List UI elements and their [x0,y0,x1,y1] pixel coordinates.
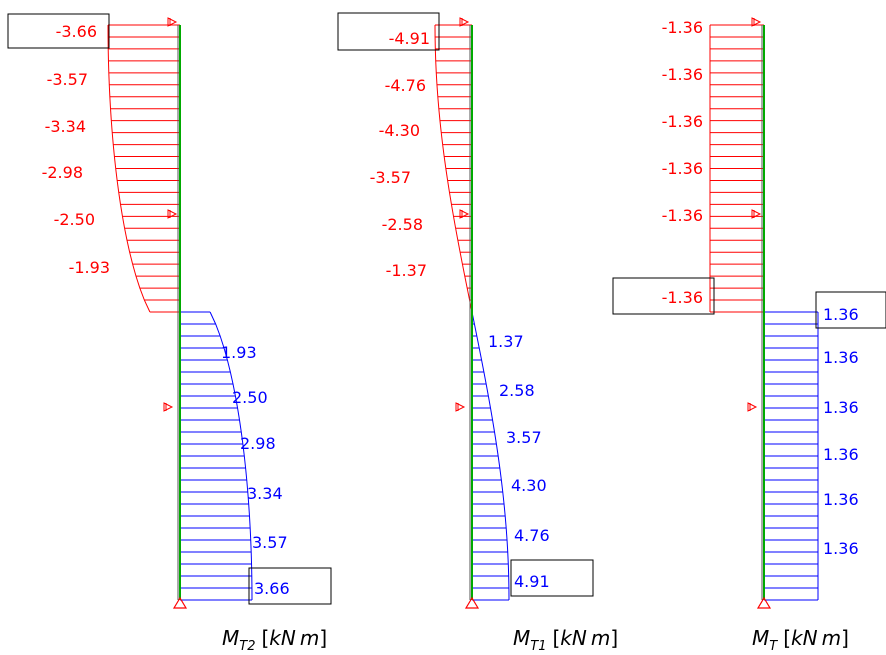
positive-value-label: 1.36 [823,305,859,324]
caption-unit-close: ] [319,626,327,650]
value-labels: -1.36 -1.36 -1.36 -1.36 -1.36 -1.36 1.36… [662,18,859,558]
negative-value-label: -1.37 [386,261,427,280]
positive-value-label: 2.58 [499,381,535,400]
positive-value-label: 1.37 [488,332,524,351]
positive-value-label: 2.50 [232,388,268,407]
negative-value-label: -3.57 [47,70,88,89]
diagram-caption: MT [kN m] [752,626,849,654]
negative-value-label: -1.36 [662,18,703,37]
caption-unit-m: m [591,626,610,650]
torque-marker-icon [747,402,758,412]
positive-value-label: 4.76 [514,526,550,545]
caption-subscript: T1 [530,639,546,654]
negative-value-label: -4.76 [385,76,426,95]
torque-marker-icon [459,209,470,219]
positive-value-label: 1.36 [823,398,859,417]
torque-marker-icon [459,17,470,27]
negative-value-label: -2.58 [382,215,423,234]
torque-marker-icon [167,17,178,27]
member-line [177,25,181,600]
diagram-caption: MT1 [kN m] [513,626,618,654]
positive-value-label: 1.93 [221,343,257,362]
negative-value-label: -3.66 [56,22,97,41]
positive-value-label: 4.91 [514,572,550,591]
caption-unit-close: ] [841,626,849,650]
positive-value-label: 2.98 [240,434,276,453]
caption-unit-close: ] [610,626,618,650]
positive-value-label: 3.66 [254,579,290,598]
negative-value-label: -1.36 [662,112,703,131]
negative-value-label: -4.91 [389,29,430,48]
max-negative-box [337,12,440,51]
support-icon [464,596,480,609]
value-labels: -4.91 -4.76 -4.30 -3.57 -2.58 -1.37 1.37… [370,29,550,591]
moment-outline-positive [209,311,253,601]
negative-value-label: -2.50 [54,210,95,229]
diagram-caption: MT2 [kN m] [222,626,327,654]
caption-unit-open: [ [261,626,269,650]
caption-unit-kn: kN [560,626,587,650]
caption-unit-kn: kN [269,626,296,650]
caption-symbol: M [222,626,239,650]
moment-hatching [107,24,253,601]
caption-symbol: M [513,626,530,650]
torque-marker-icon [163,402,174,412]
torque-marker-icon [167,209,178,219]
positive-value-label: 1.36 [823,490,859,509]
value-labels: -3.66 -3.57 -3.34 -2.98 -2.50 -1.93 1.93… [42,22,290,598]
negative-value-label: -1.36 [662,65,703,84]
support-icon [756,596,772,609]
member-line [761,25,765,600]
moment-outline-negative [434,24,473,313]
negative-value-label: -1.36 [662,206,703,225]
negative-value-label: -1.93 [69,258,110,277]
caption-unit-m: m [822,626,841,650]
negative-value-label: -3.34 [45,117,86,136]
extreme-value-boxes [612,277,886,329]
member-line [469,25,473,600]
moment-outline-positive [471,311,510,601]
caption-unit-kn: kN [791,626,818,650]
caption-unit-open: [ [783,626,791,650]
load-markers [455,17,480,609]
positive-value-label: 4.30 [511,476,547,495]
positive-value-label: 3.57 [506,428,542,447]
positive-value-label: 1.36 [823,445,859,464]
max-positive-box [815,291,886,329]
positive-value-label: 3.57 [252,533,288,552]
torque-marker-icon [455,402,466,412]
support-icon [172,596,188,609]
caption-unit-m: m [300,626,319,650]
caption-symbol: M [752,626,769,650]
extreme-value-boxes [7,13,332,605]
torque-marker-icon [751,17,762,27]
max-negative-box [612,277,715,315]
positive-value-label: 1.36 [823,539,859,558]
diagram-mt1: -4.91 -4.76 -4.30 -3.57 -2.58 -1.37 1.37… [337,12,618,654]
negative-value-label: -3.57 [370,168,411,187]
extreme-value-boxes [337,12,594,597]
positive-value-label: 1.36 [823,348,859,367]
negative-value-label: -2.98 [42,163,83,182]
negative-value-label: -4.30 [379,121,420,140]
max-negative-box [7,13,110,49]
torque-marker-icon [751,209,762,219]
positive-value-label: 3.34 [247,484,283,503]
negative-value-label: -1.36 [662,288,703,307]
caption-subscript: T2 [239,639,255,654]
moment-outline-negative [107,24,151,313]
max-positive-box [510,559,594,597]
load-markers [163,17,188,609]
load-markers [747,17,772,609]
caption-subscript: T [769,639,778,654]
moment-hatching [434,24,510,601]
diagram-mt2: -3.66 -3.57 -3.34 -2.98 -2.50 -1.93 1.93… [7,13,332,654]
diagram-mt: -1.36 -1.36 -1.36 -1.36 -1.36 -1.36 1.36… [612,17,886,654]
caption-unit-open: [ [552,626,560,650]
negative-value-label: -1.36 [662,159,703,178]
max-positive-box [248,567,332,605]
